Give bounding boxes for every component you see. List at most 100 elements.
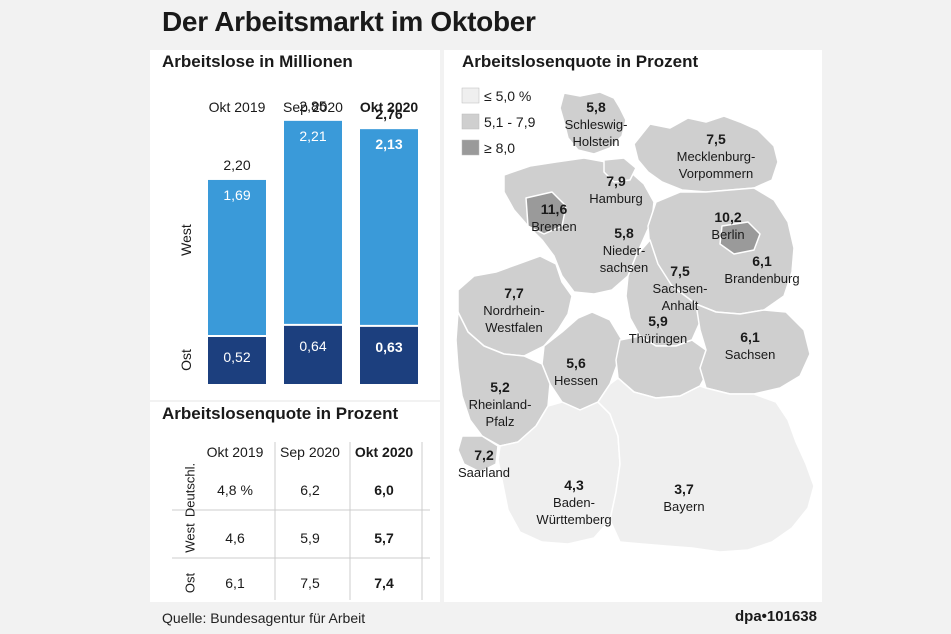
region-name: Holstein: [573, 134, 620, 149]
west-value-label: 1,69: [223, 187, 250, 203]
total-label: 2,85: [299, 98, 326, 114]
region-bayern: [597, 377, 815, 553]
map-panel: Arbeitslosenquote in Prozent ≤ 5,0 % 5,1 …: [444, 50, 822, 602]
total-label: 2,20: [223, 157, 250, 173]
category-label: Okt 2020: [360, 99, 419, 115]
region-name: Westfalen: [485, 320, 543, 335]
table-cell: 5,7: [374, 530, 394, 546]
ost-value-label: 0,64: [299, 338, 326, 354]
region-name: Nieder-: [603, 243, 646, 258]
west-value-label: 2,13: [375, 136, 402, 152]
table-cell: 4,6: [225, 530, 245, 546]
rate-table: Okt 2019 Sep 2020 Okt 2020 Deutschl. 4,8 % 6,…: [172, 442, 430, 600]
legend-label: 5,1 - 7,9: [484, 114, 536, 130]
bar-ost: [360, 325, 418, 384]
ost-value-label: 0,52: [223, 349, 250, 365]
page-title: Der Arbeitsmarkt im Oktober: [162, 6, 536, 37]
region-value: 4,3: [564, 477, 584, 493]
legend-swatch: [461, 87, 480, 104]
legend-swatch: [461, 113, 480, 130]
region-name: Bayern: [663, 499, 704, 514]
category-label: Okt 2019: [209, 99, 266, 115]
category-label: Sep 2020: [283, 99, 343, 115]
region-value: 3,7: [674, 481, 694, 497]
table-row-label: Ost: [183, 573, 198, 594]
region-value: 7,5: [670, 263, 690, 279]
region-name: Hessen: [554, 373, 598, 388]
region-schleswig-holstein: [559, 91, 627, 155]
region-name: Anhalt: [662, 298, 699, 313]
region-name: Pfalz: [486, 414, 515, 429]
stack-label-west: West: [178, 224, 194, 256]
bar-west: [360, 129, 418, 326]
region-name: Schleswig-: [565, 117, 628, 132]
source-note: Quelle: Bundesagentur für Arbeit: [162, 610, 366, 626]
table-cell: 7,4: [374, 575, 394, 591]
table-row-label: Deutschl.: [183, 463, 198, 517]
region-value: 5,8: [586, 99, 606, 115]
table-cell: 6,0: [374, 482, 394, 498]
west-value-label: 2,21: [299, 128, 326, 144]
region-name: Thüringen: [629, 331, 688, 346]
region-value: 5,6: [566, 355, 586, 371]
bar-ost: [208, 335, 266, 384]
region-name: Saarland: [458, 465, 510, 480]
region-name: Baden-: [553, 495, 595, 510]
bar-west: [208, 179, 266, 336]
region-hamburg: [603, 157, 637, 183]
bar-chart-title: Arbeitslose in Millionen: [162, 52, 353, 71]
table-cell: 7,5: [300, 575, 320, 591]
table-column-header: Okt 2020: [355, 444, 414, 460]
region-saarland: [457, 435, 499, 473]
region-name: Hamburg: [589, 191, 642, 206]
region-name: Sachsen-: [653, 281, 708, 296]
region-name: Nordrhein-: [483, 303, 544, 318]
table-title: Arbeitslosenquote in Prozent: [162, 404, 399, 423]
region-value: 7,5: [706, 131, 726, 147]
ost-value-label: 0,63: [375, 339, 402, 355]
table-cell: 5,9: [300, 530, 320, 546]
region-name: Sachsen: [725, 347, 776, 362]
region-name: Vorpommern: [679, 166, 753, 181]
region-value: 5,2: [490, 379, 510, 395]
bar-chart-panel: Arbeitslose in Millionen Okt 2019 2,20 1,6…: [150, 50, 440, 400]
total-label: 2,76: [375, 106, 402, 122]
table-row-label: West: [183, 523, 198, 553]
legend-swatch: [461, 139, 480, 156]
table-column-header: Sep 2020: [280, 444, 340, 460]
bar-ost: [284, 324, 342, 384]
region-mecklenburg-vorpommern: [633, 115, 779, 193]
bar-west: [284, 120, 342, 325]
region-value: 7,7: [504, 285, 524, 301]
legend-label: ≥ 8,0: [484, 140, 515, 156]
stack-label-ost: Ost: [178, 349, 194, 371]
region-hessen: [541, 311, 623, 411]
table-cell: 6,2: [300, 482, 320, 498]
credit-label: dpa•101638: [735, 608, 817, 625]
region-berlin: [719, 221, 761, 255]
region-value: 7,2: [474, 447, 494, 463]
region-name: Bremen: [531, 219, 577, 234]
region-name: sachsen: [600, 260, 648, 275]
region-value: 11,6: [541, 201, 568, 217]
region-value: 6,1: [740, 329, 760, 345]
region-name: Mecklenburg-: [677, 149, 756, 164]
region-bremen: [525, 191, 567, 235]
rate-table-panel: Arbeitslosenquote in Prozent Okt 2019 Sep…: [150, 402, 440, 602]
region-name: Berlin: [711, 227, 744, 242]
region-name: Rheinland-: [469, 397, 532, 412]
region-value: 7,9: [606, 173, 626, 189]
region-value: 5,9: [648, 313, 668, 329]
region-value: 10,2: [714, 209, 741, 225]
region-value: 5,8: [614, 225, 634, 241]
region-name: Brandenburg: [724, 271, 799, 286]
table-cell: 6,1: [225, 575, 245, 591]
table-column-header: Okt 2019: [207, 444, 264, 460]
table-cell: 4,8 %: [217, 482, 253, 498]
legend-label: ≤ 5,0 %: [484, 88, 531, 104]
map-title: Arbeitslosenquote in Prozent: [462, 52, 699, 71]
region-name: Württemberg: [536, 512, 611, 527]
region-sachsen: [695, 303, 811, 395]
